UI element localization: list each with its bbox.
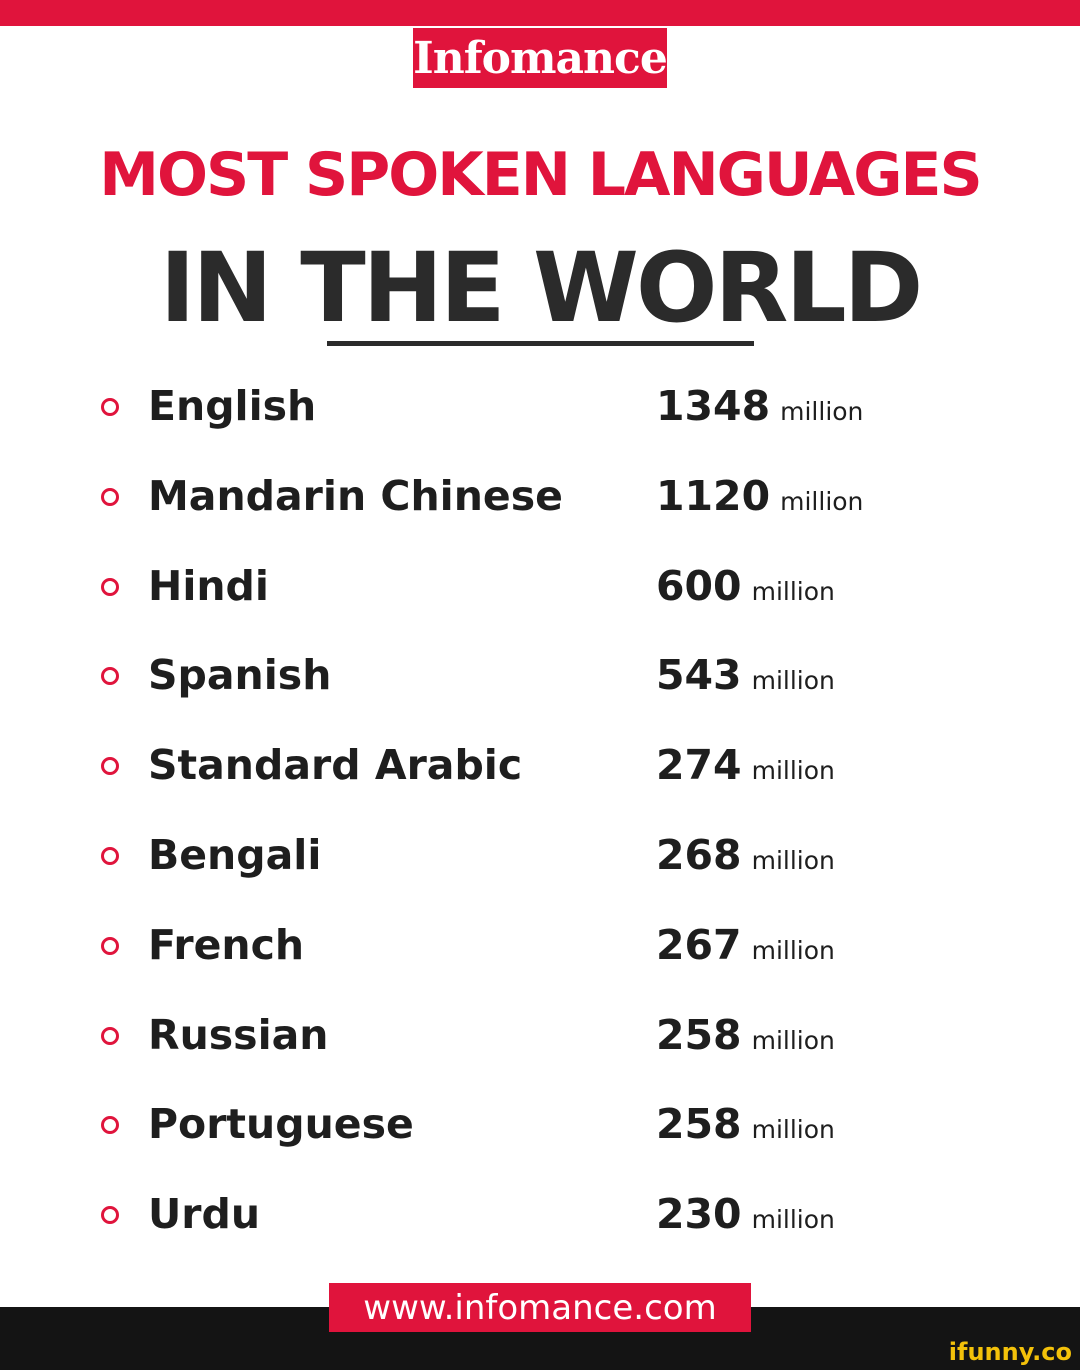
bullet-icon [101, 577, 119, 596]
language-name: Russian [148, 1010, 329, 1059]
list-item: English 1348 million [0, 360, 1080, 450]
bullet-icon [101, 398, 119, 416]
list-item: Spanish 543 million [0, 629, 1080, 719]
speaker-count-value: 600 [656, 561, 742, 610]
language-name: Portuguese [148, 1100, 414, 1149]
list-item: French 267 million [0, 899, 1080, 989]
language-name: Bengali [148, 830, 322, 879]
title-underline [327, 341, 754, 346]
speaker-count: 268 million [656, 831, 835, 879]
speaker-count-unit: million [751, 1025, 835, 1055]
bullet-icon [101, 667, 119, 686]
speaker-count-value: 258 [656, 1010, 742, 1059]
speaker-count-value: 1348 [656, 382, 771, 430]
list-item: Standard Arabic 274 million [0, 719, 1080, 809]
language-list: English 1348 million Mandarin Chinese 112… [0, 360, 1080, 1258]
speaker-count-unit: million [780, 397, 864, 426]
speaker-count: 258 million [656, 1100, 835, 1148]
speaker-count-unit: million [751, 666, 835, 696]
list-item: Portuguese 258 million [0, 1078, 1080, 1168]
list-item: Bengali 268 million [0, 809, 1080, 899]
speaker-count-value: 267 [656, 920, 742, 969]
speaker-count-value: 268 [656, 830, 742, 879]
language-name: French [148, 920, 305, 969]
speaker-count-value: 230 [656, 1190, 742, 1239]
language-name: Standard Arabic [148, 741, 523, 790]
watermark: ifunny.co [948, 1338, 1072, 1366]
speaker-count: 274 million [656, 741, 835, 789]
speaker-count-unit: million [751, 1115, 835, 1145]
speaker-count-unit: million [751, 1205, 835, 1235]
speaker-count-value: 258 [656, 1100, 742, 1149]
speaker-count-value: 274 [656, 741, 742, 790]
bullet-icon [101, 1026, 119, 1045]
speaker-count: 543 million [656, 651, 835, 699]
bullet-icon [101, 487, 119, 506]
top-accent-bar [0, 0, 1080, 26]
language-name: English [148, 382, 317, 430]
bullet-icon [101, 1206, 119, 1225]
speaker-count-unit: million [751, 935, 835, 965]
language-name: Hindi [148, 561, 269, 610]
speaker-count: 1120 million [656, 472, 863, 520]
speaker-count-unit: million [751, 845, 835, 875]
website-link[interactable]: www.infomance.com [329, 1283, 751, 1332]
speaker-count-value: 1120 [656, 471, 771, 520]
list-item: Urdu 230 million [0, 1168, 1080, 1258]
speaker-count-unit: million [751, 576, 835, 606]
page-title-line2: IN THE WORLD [159, 232, 924, 344]
language-name: Mandarin Chinese [148, 471, 563, 520]
bullet-icon [101, 936, 119, 955]
bullet-icon [101, 846, 119, 865]
speaker-count-value: 543 [656, 651, 742, 700]
list-item: Hindi 600 million [0, 540, 1080, 630]
language-name: Spanish [148, 651, 332, 700]
speaker-count-unit: million [780, 486, 864, 516]
bullet-icon [101, 757, 119, 776]
speaker-count: 230 million [656, 1190, 835, 1238]
list-item: Mandarin Chinese 1120 million [0, 450, 1080, 540]
speaker-count: 258 million [656, 1011, 835, 1059]
speaker-count: 267 million [656, 921, 835, 969]
brand-logo: Infomance [413, 28, 668, 88]
language-name: Urdu [148, 1190, 261, 1239]
speaker-count: 1348 million [656, 382, 863, 430]
list-item: Russian 258 million [0, 989, 1080, 1079]
bullet-icon [101, 1116, 119, 1135]
speaker-count-unit: million [751, 756, 835, 786]
speaker-count: 600 million [656, 562, 835, 610]
page-title-line1: MOST SPOKEN LANGUAGES [99, 140, 982, 210]
